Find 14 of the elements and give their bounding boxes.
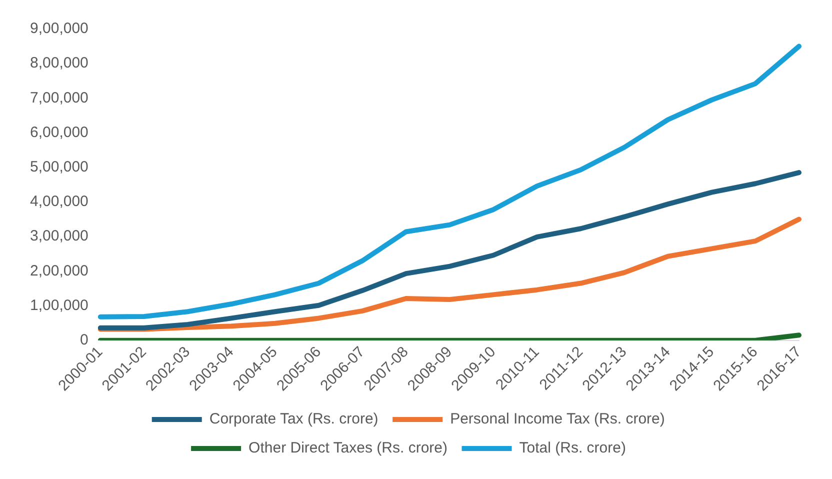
legend-label: Corporate Tax (Rs. crore) [209,410,378,428]
y-tick-label: 6,00,000 [30,124,88,141]
y-tick-label: 9,00,000 [30,20,88,38]
legend-label: Total (Rs. crore) [519,440,626,457]
y-tick-label: 2,00,000 [30,262,88,280]
y-tick-label: 4,00,000 [30,193,88,210]
y-tick-label: 3,00,000 [30,228,88,245]
y-tick-label: 7,00,000 [30,89,88,106]
legend-label: Personal Income Tax (Rs. crore) [450,410,665,428]
y-tick-label: 0 [80,331,88,348]
y-tick-label: 8,00,000 [30,54,88,72]
y-tick-label: 1,00,000 [30,296,88,314]
y-tick-label: 5,00,000 [30,158,88,176]
legend-label: Other Direct Taxes (Rs. crore) [248,440,448,457]
